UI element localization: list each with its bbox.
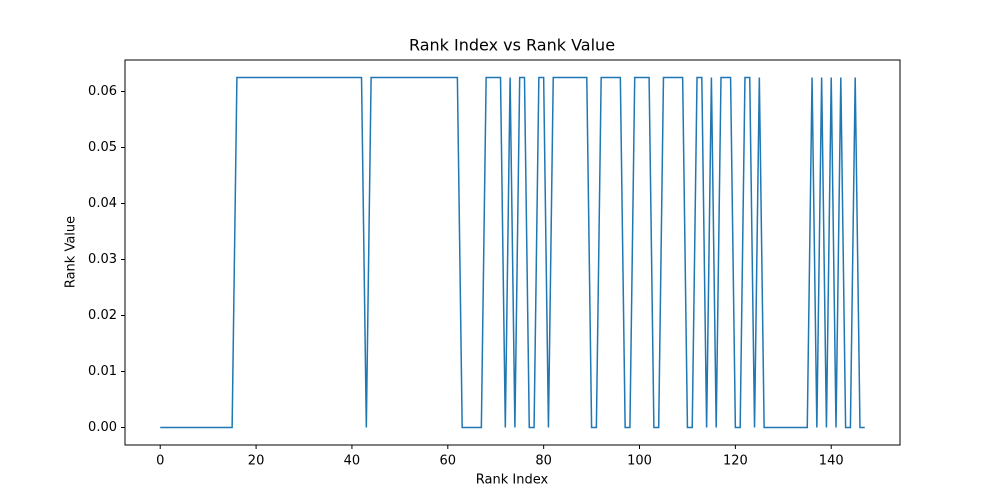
x-tick-label: 140 [819, 454, 844, 469]
x-tick-label: 40 [344, 454, 361, 469]
y-tick-label: 0.05 [88, 140, 117, 155]
chart-title: Rank Index vs Rank Value [409, 36, 615, 55]
y-tick-label: 0.04 [88, 196, 117, 211]
x-tick-label: 0 [156, 454, 164, 469]
x-tick-label: 80 [535, 454, 552, 469]
plot-frame [124, 59, 901, 446]
y-tick-label: 0.06 [88, 84, 117, 99]
x-tick-label: 120 [723, 454, 748, 469]
x-axis-label: Rank Index [476, 473, 549, 488]
y-tick-label: 0.03 [88, 252, 117, 267]
x-tick-label: 20 [248, 454, 265, 469]
y-tick-label: 0.01 [88, 364, 117, 379]
y-axis-label: Rank Value [64, 216, 79, 288]
y-tick-label: 0.00 [88, 420, 117, 435]
x-tick-label: 100 [627, 454, 652, 469]
x-tick-label: 60 [440, 454, 457, 469]
data-line [160, 76, 865, 429]
y-tick-label: 0.02 [88, 308, 117, 323]
